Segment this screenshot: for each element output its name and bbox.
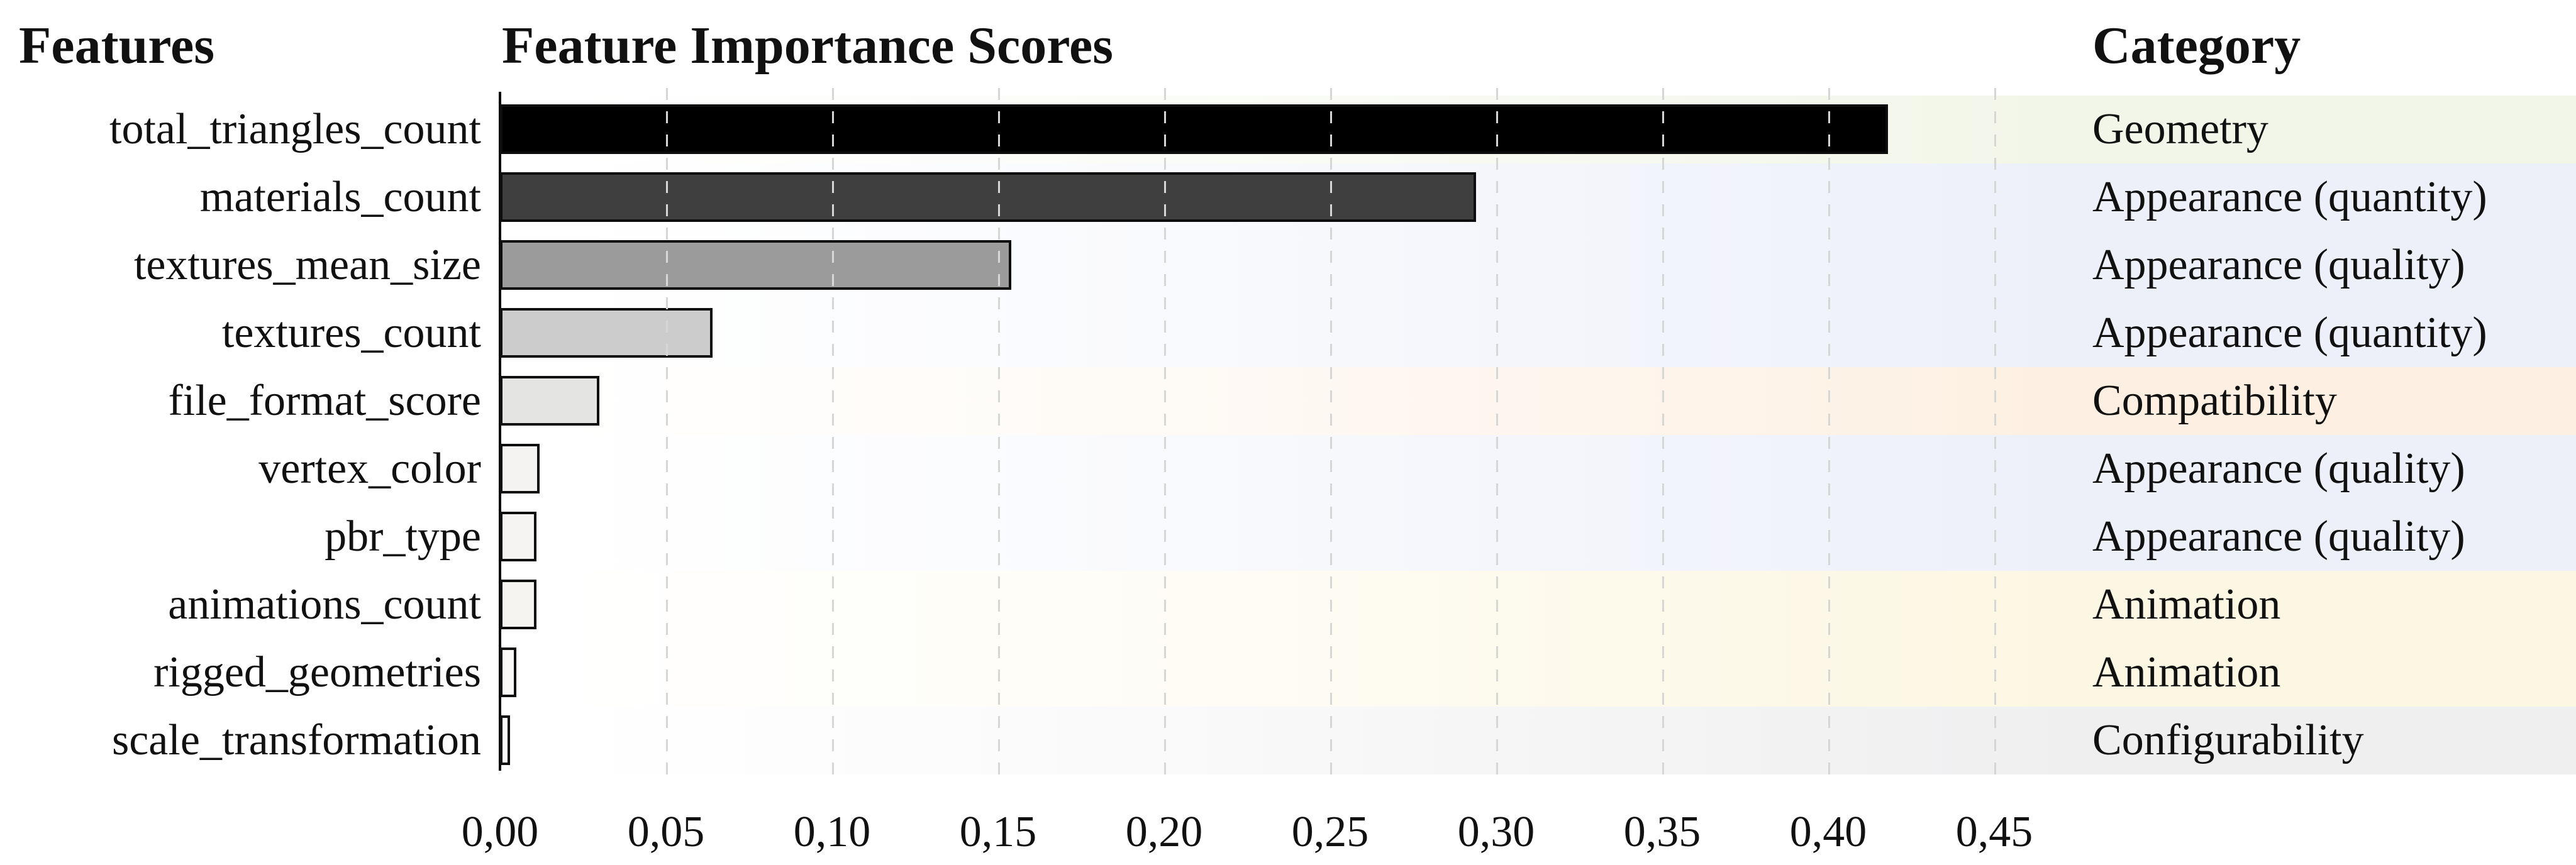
importance-bar	[500, 580, 536, 629]
feature-label: materials_count	[199, 173, 481, 221]
category-label: Appearance (quantity)	[2092, 173, 2487, 221]
feature-label: file_format_score	[168, 377, 481, 425]
x-tick-label: 0,15	[959, 808, 1037, 856]
chart-row: textures_mean_size Appearance (quality)	[0, 231, 2576, 299]
x-tick-label: 0,40	[1789, 808, 1867, 856]
chart-row: rigged_geometries Animation	[0, 639, 2576, 707]
category-column-header: Category	[2092, 16, 2301, 75]
importance-bar	[500, 308, 713, 358]
category-label: Appearance (quality)	[2092, 241, 2465, 289]
importance-bar	[500, 512, 536, 561]
category-label: Appearance (quantity)	[2092, 309, 2487, 357]
chart-row: materials_count Appearance (quantity)	[0, 163, 2576, 231]
chart-row: scale_transformation Configurability	[0, 707, 2576, 774]
category-label: Geometry	[2092, 105, 2268, 153]
chart-row: pbr_type Appearance (quality)	[0, 503, 2576, 571]
x-tick-label: 0,45	[1955, 808, 2033, 856]
importance-bar	[500, 715, 510, 765]
chart-title: Feature Importance Scores	[502, 16, 1113, 75]
chart-row: animations_count Animation	[0, 571, 2576, 639]
category-label: Compatibility	[2092, 377, 2337, 425]
importance-bar	[500, 240, 1011, 290]
importance-bar	[500, 647, 516, 697]
chart-row: total_triangles_count Geometry	[0, 96, 2576, 163]
feature-label: rigged_geometries	[153, 648, 481, 697]
x-tick-label: 0,25	[1291, 808, 1369, 856]
importance-bar	[500, 444, 540, 493]
x-tick-label: 0,00	[461, 808, 539, 856]
feature-label: total_triangles_count	[109, 105, 481, 153]
importance-bar	[500, 104, 1888, 154]
feature-label: vertex_color	[258, 444, 481, 493]
category-label: Appearance (quality)	[2092, 512, 2465, 561]
feature-label: animations_count	[168, 580, 481, 629]
importance-bar	[500, 172, 1476, 222]
x-tick-label: 0,35	[1623, 808, 1701, 856]
x-tick-label: 0,05	[627, 808, 705, 856]
category-label: Animation	[2092, 580, 2281, 629]
chart-row: file_format_score Compatibility	[0, 367, 2576, 435]
feature-label: pbr_type	[325, 512, 481, 561]
x-tick-label: 0,30	[1457, 808, 1535, 856]
category-label: Appearance (quality)	[2092, 444, 2465, 493]
category-label: Animation	[2092, 648, 2281, 697]
feature-label: textures_mean_size	[133, 241, 481, 289]
x-tick-label: 0,20	[1125, 808, 1203, 856]
x-tick-label: 0,10	[793, 808, 871, 856]
feature-label: scale_transformation	[111, 716, 481, 764]
chart-row: textures_count Appearance (quantity)	[0, 299, 2576, 367]
importance-bar	[500, 376, 599, 426]
feature-label: textures_count	[221, 309, 481, 357]
features-column-header: Features	[19, 16, 215, 75]
chart-row: vertex_color Appearance (quality)	[0, 435, 2576, 503]
category-label: Configurability	[2092, 716, 2364, 764]
